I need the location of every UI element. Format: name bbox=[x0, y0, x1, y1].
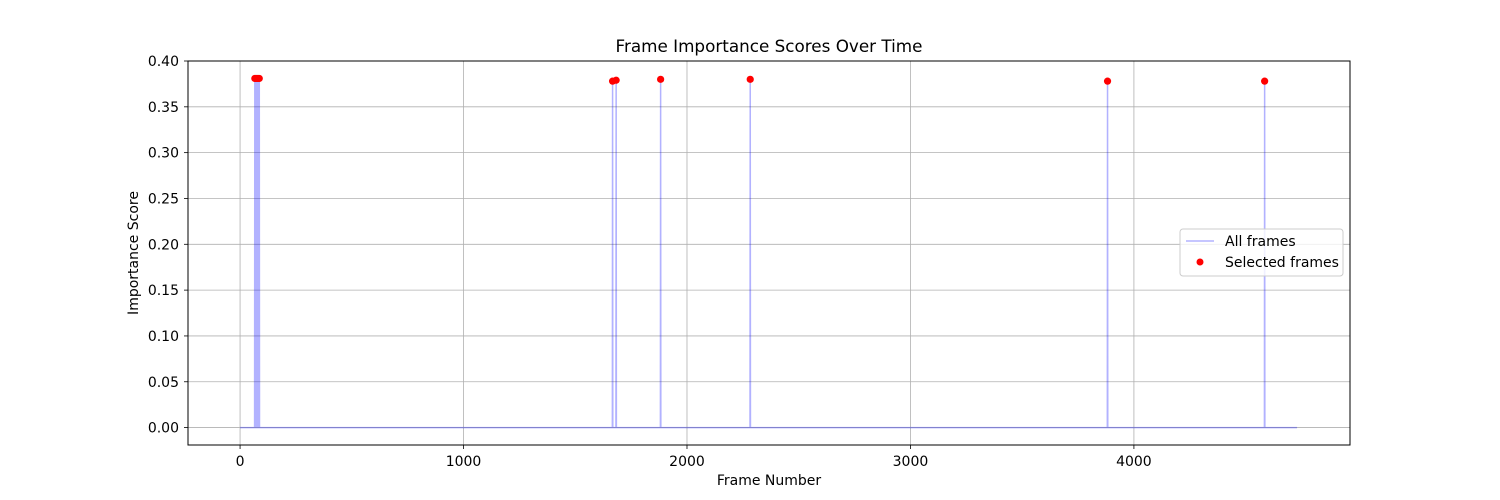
legend: All frames Selected frames bbox=[1179, 228, 1344, 277]
x-tick-label: 1000 bbox=[446, 454, 482, 470]
selected-frame-point bbox=[1261, 77, 1269, 85]
selected-frame-point bbox=[1103, 77, 1112, 85]
y-tick-label: 0.00 bbox=[148, 421, 179, 437]
legend-dot-marker bbox=[1196, 258, 1204, 266]
y-tick-label: 0.05 bbox=[148, 375, 179, 391]
y-tick-label: 0.35 bbox=[148, 100, 179, 116]
legend-label-all-frames: All frames bbox=[1225, 234, 1296, 250]
y-tick-label: 0.40 bbox=[148, 54, 179, 70]
selected-frame-point bbox=[657, 75, 665, 83]
y-tick-label: 0.25 bbox=[148, 191, 179, 207]
selected-frame-point bbox=[746, 75, 754, 83]
selected-frame-point bbox=[255, 74, 263, 83]
x-axis-label: Frame Number bbox=[717, 473, 822, 489]
legend-box bbox=[1179, 228, 1344, 277]
x-tick-label: 3000 bbox=[893, 454, 929, 470]
y-tick-label: 0.10 bbox=[148, 329, 179, 345]
plot-area bbox=[240, 74, 1298, 429]
axes-frame bbox=[187, 60, 1351, 446]
chart-title: Frame Importance Scores Over Time bbox=[616, 36, 923, 56]
y-tick-label: 0.20 bbox=[148, 237, 179, 253]
y-tick-label: 0.30 bbox=[148, 146, 179, 162]
series-line-all-frames bbox=[240, 77, 1298, 429]
y-tick-label: 0.15 bbox=[148, 283, 179, 299]
x-tick-label: 0 bbox=[236, 454, 245, 470]
selected-frame-point bbox=[612, 76, 620, 84]
x-tick-label: 4000 bbox=[1116, 454, 1152, 470]
y-axis-label: Importance Score bbox=[126, 191, 142, 315]
axis-ticks: 0 1000 2000 3000 4000 0.00 0.05 0.10 0.15 0.20 0.2… bbox=[148, 54, 1152, 470]
x-tick-label: 2000 bbox=[669, 454, 705, 470]
legend-label-selected-frames: Selected frames bbox=[1225, 255, 1339, 271]
